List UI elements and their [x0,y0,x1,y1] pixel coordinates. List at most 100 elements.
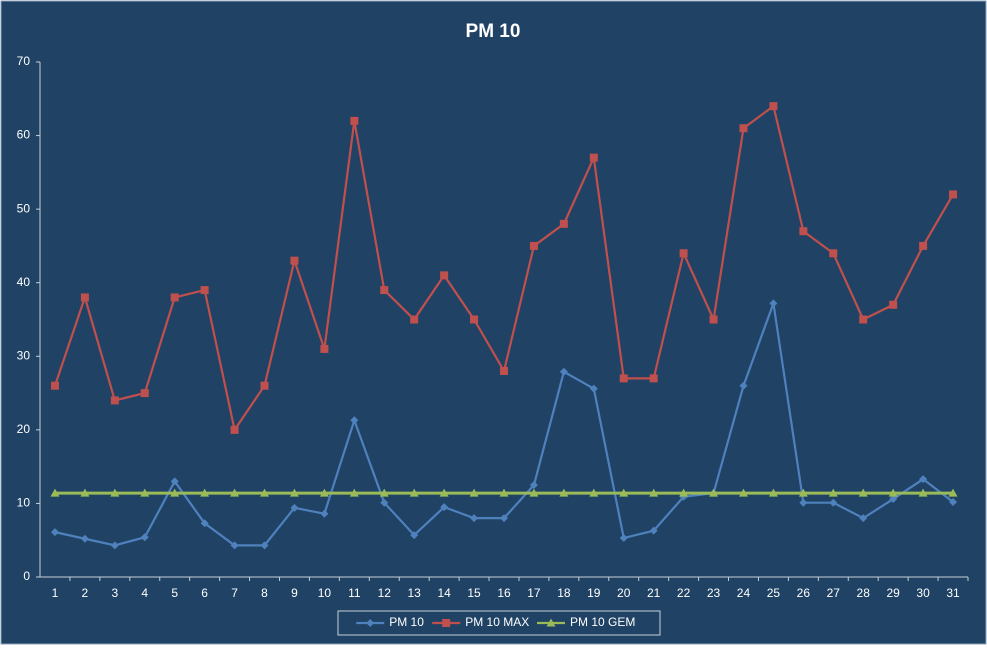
marker [739,381,748,390]
marker [200,286,209,295]
marker [799,498,808,507]
marker [110,488,120,497]
x-tick-label: 12 [378,586,392,600]
marker [110,541,119,550]
x-tick-label: 3 [111,586,118,600]
marker [80,534,89,543]
y-tick-label: 20 [17,422,31,436]
marker [440,271,449,280]
legend-marker [546,618,556,627]
marker [500,514,508,523]
marker [529,481,538,490]
legend-marker [366,619,375,627]
y-tick-label: 0 [23,569,30,583]
marker [589,153,598,162]
marker [349,488,359,497]
marker [738,488,748,497]
marker [230,488,240,497]
marker [289,488,299,497]
marker [500,367,508,375]
x-tick-label: 16 [497,586,511,600]
x-tick-label: 23 [707,586,721,600]
marker [679,249,688,258]
marker [140,533,149,542]
marker [140,488,150,497]
x-tick-label: 22 [677,586,691,600]
x-tick-label: 18 [557,586,571,600]
x-tick-label: 19 [587,586,601,600]
marker [350,416,359,425]
x-tick-label: 11 [348,586,361,600]
x-tick-label: 30 [916,586,930,600]
marker [859,514,868,523]
x-tick-label: 31 [946,586,960,600]
marker [440,503,449,512]
marker [439,488,449,497]
x-tick-label: 8 [261,586,268,600]
legend-marker [442,619,451,627]
x-tick-label: 29 [886,586,900,600]
marker [589,384,598,393]
marker [709,488,719,497]
marker [889,300,898,309]
marker [470,315,479,324]
marker [619,374,628,383]
x-tick-label: 25 [767,586,781,600]
marker [649,374,658,383]
marker [230,541,239,550]
marker [350,116,359,125]
marker [949,497,958,506]
marker [679,488,689,497]
x-tick-label: 27 [827,586,841,600]
marker [768,488,778,497]
marker [559,488,569,497]
marker [559,219,568,228]
marker [798,488,808,497]
x-tick-label: 13 [408,586,422,600]
x-tick-label: 15 [467,586,481,600]
marker [529,241,538,250]
x-tick-label: 17 [527,586,541,600]
x-tick-label: 6 [201,586,208,600]
x-tick-label: 10 [318,586,332,600]
marker [829,498,838,507]
marker [170,293,179,302]
marker [260,381,269,390]
x-tick-label: 24 [737,586,751,600]
marker [619,488,629,497]
marker [409,488,419,497]
y-tick-label: 70 [17,54,31,68]
marker [769,102,778,111]
x-tick-label: 21 [647,586,661,600]
marker [170,488,180,497]
y-tick-label: 10 [17,496,31,510]
x-tick-label: 7 [231,586,238,600]
legend-label: PM 10 GEM [570,615,635,629]
marker [140,389,149,398]
marker [50,488,60,497]
marker [170,477,179,486]
x-tick-label: 9 [291,586,298,600]
marker [410,531,419,540]
marker [859,315,868,324]
y-tick-label: 40 [17,275,31,289]
marker [529,488,539,497]
chart-title: PM 10 [466,21,521,42]
marker [320,509,329,518]
marker [649,488,659,497]
x-tick-label: 4 [141,586,148,600]
marker [769,299,778,308]
marker [230,425,239,434]
marker [470,514,479,523]
marker [469,488,479,497]
marker [948,488,958,497]
y-tick-label: 60 [17,128,31,142]
marker [589,488,599,497]
marker [380,286,389,295]
marker [200,488,210,497]
x-tick-label: 5 [171,586,178,600]
marker [319,488,329,497]
marker [320,344,329,353]
